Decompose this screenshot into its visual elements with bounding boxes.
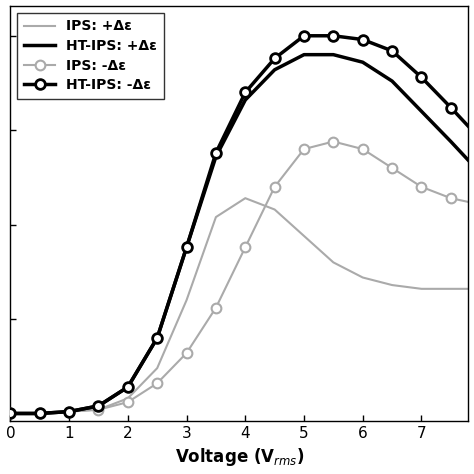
X-axis label: Voltage (V$_{rms}$): Voltage (V$_{rms}$) bbox=[174, 447, 304, 468]
Legend: IPS: +Δε, HT-IPS: +Δε, IPS: -Δε, HT-IPS: -Δε: IPS: +Δε, HT-IPS: +Δε, IPS: -Δε, HT-IPS:… bbox=[18, 12, 164, 99]
